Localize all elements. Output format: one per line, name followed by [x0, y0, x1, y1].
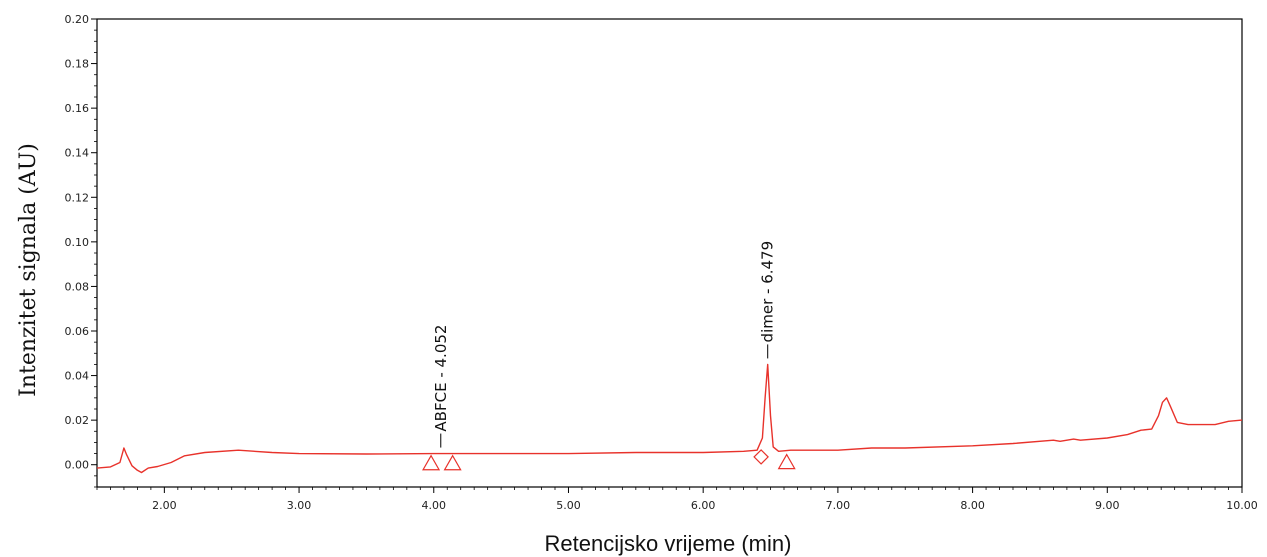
y-tick-label: 0.06: [65, 325, 90, 338]
x-tick-label: 6.00: [691, 499, 716, 512]
plot-axes: [96, 18, 1243, 488]
y-axis-label: Intenzitet signala (AU): [16, 143, 41, 397]
x-tick-label: 9.00: [1095, 499, 1120, 512]
y-tick-label: 0.18: [65, 58, 90, 71]
y-axis: 0.00 0.02 0.04 0.06 0.08 0.10 0.12 0.14 0.16 0.18…: [65, 13, 97, 488]
y-tick-label: 0.08: [65, 280, 90, 293]
y-tick-label: 0.02: [65, 414, 90, 427]
x-tick-label: 8.00: [960, 499, 985, 512]
x-axis-label: Retencijsko vrijeme (min): [545, 531, 792, 556]
triangle-marker: [422, 454, 441, 471]
x-tick-label: 3.00: [287, 499, 312, 512]
y-tick-label: 0.12: [65, 191, 90, 204]
peak-label: ABFCE - 4.052: [432, 325, 450, 432]
x-tick-label: 4.00: [422, 499, 447, 512]
y-tick-label: 0.20: [65, 13, 90, 26]
x-tick-label: 2.00: [152, 499, 177, 512]
x-tick-label: 10.00: [1226, 499, 1258, 512]
y-tick-label: 0.10: [65, 236, 90, 249]
signal-trace: [96, 363, 1243, 474]
y-tick-label: 0.00: [65, 459, 90, 472]
plot-frame: [96, 18, 1243, 488]
peak-label: dimer - 6.479: [759, 241, 777, 343]
triangle-marker: [443, 454, 462, 471]
y-tick-label: 0.16: [65, 102, 90, 115]
y-tick-label: 0.04: [65, 370, 90, 383]
y-tick-label: 0.14: [65, 147, 90, 160]
x-tick-label: 5.00: [556, 499, 581, 512]
x-axis: 2.00 3.00 4.00 5.00 6.00 7.00 8.00 9.00 10.00: [96, 487, 1258, 512]
x-tick-label: 7.00: [826, 499, 851, 512]
triangle-marker: [777, 453, 796, 470]
diamond-marker: [753, 449, 769, 465]
plot-area: ABFCE - 4.052 dimer - 6.479: [96, 241, 1243, 474]
